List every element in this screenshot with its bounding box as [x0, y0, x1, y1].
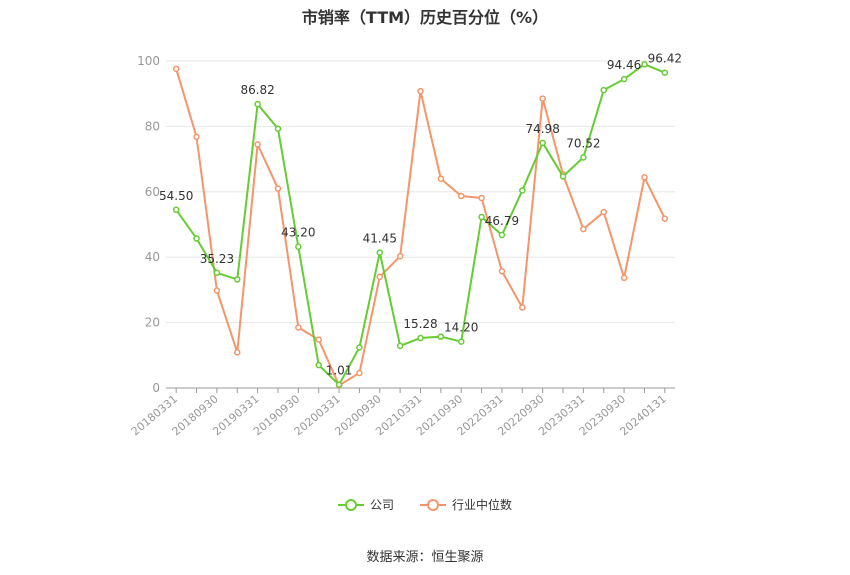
data-point-company [580, 154, 587, 161]
data-point-company [274, 125, 282, 132]
data-point-company [661, 69, 669, 76]
data-point-company [559, 173, 567, 180]
data-point-company [417, 334, 424, 342]
data-point-company [539, 139, 546, 147]
legend-item-company[interactable]: 公司 [337, 496, 394, 513]
data-point-industry-median [376, 273, 384, 281]
data-point-industry-median [254, 141, 261, 148]
data-point-industry-median [580, 225, 587, 233]
data-label: 43.20 [281, 226, 315, 240]
data-source-note: 数据来源：恒生聚源 [366, 550, 484, 565]
legend-label-industry-median: 行业中位数 [452, 498, 513, 512]
data-point-company [457, 338, 465, 345]
y-tick-label: 60 [145, 185, 160, 199]
data-point-industry-median [620, 274, 628, 282]
data-point-company [356, 344, 363, 351]
data-point-industry-median [213, 287, 221, 294]
data-label: 14.20 [444, 321, 478, 335]
data-point-company [295, 243, 302, 250]
data-point-company [193, 235, 200, 242]
data-label: 1.01 [326, 364, 353, 378]
data-point-industry-median [519, 304, 526, 311]
data-point-industry-median [457, 192, 465, 200]
data-label: 96.42 [648, 52, 682, 66]
data-label: 70.52 [566, 136, 600, 150]
data-point-industry-median [661, 215, 669, 222]
data-point-company [376, 249, 384, 256]
data-point-industry-median [396, 252, 404, 260]
data-point-industry-median [274, 185, 282, 192]
chart-legend: 公司 行业中位数 [0, 496, 850, 513]
data-label: 46.79 [485, 214, 519, 228]
legend-item-industry-median[interactable]: 行业中位数 [420, 496, 512, 513]
data-label: 54.50 [159, 189, 193, 203]
data-point-company [396, 342, 404, 350]
y-tick-label: 40 [145, 250, 160, 264]
data-point-industry-median [172, 65, 180, 73]
data-point-company [641, 61, 648, 68]
data-point-industry-median [498, 268, 506, 275]
data-point-company [478, 213, 485, 221]
legend-marker-company [337, 498, 364, 511]
data-label: 86.82 [240, 83, 274, 97]
legend-marker-industry-median [420, 498, 446, 511]
data-point-industry-median [356, 369, 363, 377]
data-point-industry-median [437, 175, 445, 182]
data-point-company [620, 75, 628, 83]
data-point-industry-median [295, 324, 302, 331]
y-tick-label: 20 [145, 316, 160, 330]
chart-title: 市销率（TTM）历史百分位（%） [301, 8, 549, 27]
data-point-company [519, 187, 526, 194]
data-point-company [335, 381, 343, 388]
data-point-industry-median [641, 174, 648, 181]
data-label: 41.45 [363, 231, 397, 245]
data-label: 35.23 [200, 252, 234, 266]
data-point-industry-median [234, 349, 241, 356]
data-point-company [172, 206, 180, 214]
data-point-company [600, 86, 607, 94]
y-tick-label: 0 [152, 381, 160, 395]
data-label: 15.28 [403, 317, 437, 331]
y-tick-label: 80 [145, 119, 160, 133]
data-point-company [234, 276, 241, 283]
data-point-industry-median [315, 336, 322, 343]
legend-label-company: 公司 [369, 498, 394, 512]
data-point-industry-median [193, 133, 200, 141]
y-tick-label: 100 [137, 54, 160, 68]
data-point-industry-median [478, 194, 485, 202]
data-point-company [498, 231, 506, 239]
data-point-industry-median [539, 95, 546, 102]
data-point-company [315, 361, 322, 369]
data-point-company [213, 269, 221, 277]
data-label: 74.98 [525, 122, 559, 136]
data-label: 94.46 [607, 58, 641, 72]
data-point-company [437, 333, 445, 340]
data-point-industry-median [600, 208, 607, 216]
data-point-company [254, 100, 261, 108]
data-point-industry-median [417, 87, 424, 95]
